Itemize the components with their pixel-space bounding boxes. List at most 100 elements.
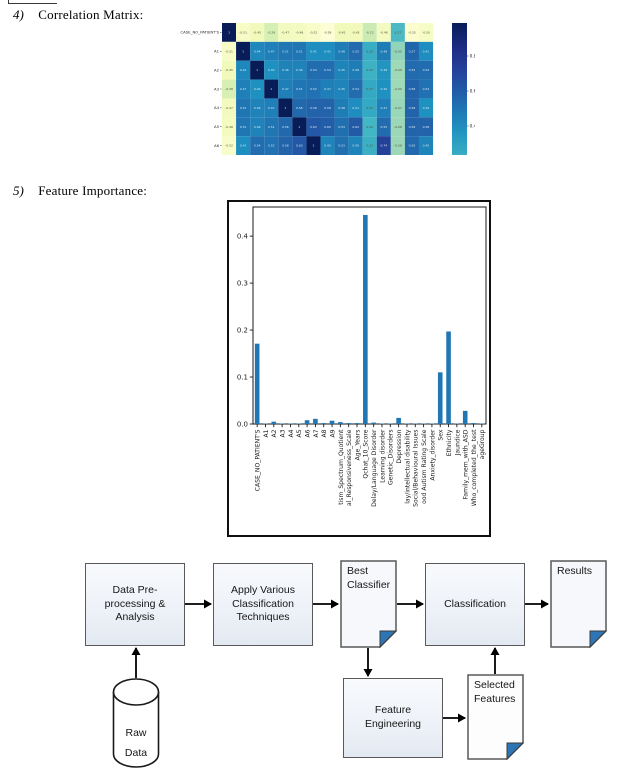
x-tick-label: ageGroup xyxy=(479,429,486,459)
heatmap-cell-value: -0.52 xyxy=(225,144,233,148)
bar xyxy=(363,215,368,424)
section-5-title: Feature Importance: xyxy=(38,183,147,198)
heatmap-cell-value: 0.63 xyxy=(310,125,317,129)
heatmap-cell-value: 0.48 xyxy=(352,68,359,72)
x-tick-label: Qchat_10_Score xyxy=(363,429,370,478)
x-tick-label: Sex xyxy=(438,429,445,441)
heatmap-cell-value: 0.63 xyxy=(296,144,303,148)
heatmap-cell-value: 0.25 xyxy=(366,49,373,53)
heatmap-cell-value: -0.22 xyxy=(366,31,374,35)
cropped-table-corner-fragment xyxy=(8,0,57,4)
heatmap-cell-value: 0.41 xyxy=(423,49,430,53)
heatmap-cell-value: -0.55 xyxy=(408,31,416,35)
x-tick-label: A3 xyxy=(280,429,287,437)
x-tick-label: Age_Years xyxy=(354,430,361,461)
heatmap-cell-value: 0.46 xyxy=(282,68,289,72)
heatmap-cell-value: -0.48 xyxy=(380,31,388,35)
heatmap-cell-value: 0.38 xyxy=(380,68,387,72)
heatmap-cell-value: 0.54 xyxy=(310,68,317,72)
heatmap-cell-value: -0.45 xyxy=(253,31,261,35)
x-tick-label: tism_Spectrum_Quotient xyxy=(338,429,345,505)
x-tick-label: A1 xyxy=(263,429,270,437)
methodology-flowchart: Data Pre-processing & Analysis Apply Var… xyxy=(0,540,620,768)
heatmap-cell-value: 0.44 xyxy=(254,49,261,53)
y-tick-label: 0.4 xyxy=(237,233,249,241)
heatmap-cell-value: -0.58 xyxy=(324,31,332,35)
heatmap-cell-value: 0.51 xyxy=(240,106,247,110)
flow-node-featureeng-label: Feature Engineering xyxy=(347,704,439,731)
heatmap-cell-value: 0.53 xyxy=(338,144,345,148)
x-tick-label: A5 xyxy=(296,429,303,437)
heatmap-cell-value: 0.58 xyxy=(423,125,430,129)
heatmap-cell-value: 0.45 xyxy=(338,68,345,72)
heatmap-cell-value: 0.40 xyxy=(254,87,261,91)
x-tick-label: CASE_NO_PATIENT'S xyxy=(255,429,262,491)
bar xyxy=(321,423,326,424)
bar xyxy=(330,421,335,424)
heatmap-cell-value: 0.51 xyxy=(268,125,275,129)
bar xyxy=(471,423,476,424)
heatmap-cell-value: 0.40 xyxy=(423,106,430,110)
heatmap-cell-value: 0.51 xyxy=(240,125,247,129)
heatmap-cell-value: -0.51 xyxy=(239,31,247,35)
heatmap-cell-value: 0.47 xyxy=(324,87,331,91)
plot-frame xyxy=(253,207,486,424)
heatmap-cell-value: 0.55 xyxy=(352,49,359,53)
heatmap-cell-value: 0.51 xyxy=(282,49,289,53)
heatmap-cell-value: -0.47 xyxy=(281,31,289,35)
colorbar-tick-label: 0.6 xyxy=(470,88,475,93)
bar xyxy=(446,331,451,424)
flow-node-results-label: Results xyxy=(557,565,592,579)
x-tick-label: Family_mem_with_ASD xyxy=(463,429,470,499)
bar xyxy=(346,423,351,424)
heatmap-row-label: A4 xyxy=(214,105,220,110)
heatmap-cell-value: 0.17 xyxy=(395,31,402,35)
heatmap-cell-value: -0.28 xyxy=(267,31,275,35)
section-5-heading: 5) Feature Importance: xyxy=(13,183,147,199)
section-4-heading: 4) Correlation Matrix: xyxy=(13,7,144,23)
heatmap-cell-value: 0.74 xyxy=(380,144,387,148)
heatmap-cell-value: 0.47 xyxy=(380,106,387,110)
x-tick-label: ood Autism Rating Scale xyxy=(421,429,428,504)
heatmap-cell-value: 1 xyxy=(298,125,300,129)
flow-node-best-classifier: Best Classifier xyxy=(340,560,397,648)
heatmap-cell-value: 1 xyxy=(284,106,286,110)
heatmap-cell-value: 0.62 xyxy=(352,125,359,129)
heatmap-cell-value: -0.28 xyxy=(225,87,233,91)
heatmap-cell-value: 0.41 xyxy=(240,144,247,148)
heatmap-cell-value: 0.47 xyxy=(282,87,289,91)
heatmap-cell-value: 0.40 xyxy=(380,87,387,91)
bar xyxy=(371,423,376,424)
x-tick-label: Anxiety_disorder xyxy=(429,429,436,481)
x-tick-label: Depression xyxy=(396,429,403,463)
x-tick-label: Learning disorder xyxy=(379,429,386,483)
heatmap-cell-value: 0.52 xyxy=(423,87,430,91)
heatmap-cell-value: 0.41 xyxy=(352,106,359,110)
heatmap-cell-value: 0.58 xyxy=(324,106,331,110)
section-4-title: Correlation Matrix: xyxy=(38,7,143,22)
heatmap-cell-value: -0.05 xyxy=(394,49,402,53)
bar xyxy=(463,411,468,424)
heatmap-cell-value: 0.54 xyxy=(324,68,331,72)
heatmap-row-label: A1 xyxy=(214,49,220,54)
heatmap-cell-value: 0.48 xyxy=(338,106,345,110)
flow-node-classification-label: Classification xyxy=(444,598,506,612)
heatmap-cell-value: -0.08 xyxy=(394,125,402,129)
flow-node-apply-label: Apply Various Classification Techniques xyxy=(217,584,309,625)
heatmap-cell-value: 0.58 xyxy=(409,125,416,129)
bar xyxy=(272,422,277,424)
flow-node-preprocess: Data Pre-processing & Analysis xyxy=(85,563,185,646)
flow-node-selected-features: Selected Features xyxy=(467,674,524,760)
heatmap-cell-value: -0.48 xyxy=(225,125,233,129)
heatmap-cell-value: 0.23 xyxy=(366,144,373,148)
heatmap-cell-value: -0.07 xyxy=(394,106,402,110)
x-tick-label: A4 xyxy=(288,429,295,437)
heatmap-cell-value: -0.09 xyxy=(394,68,402,72)
x-tick-label: A6 xyxy=(304,429,311,437)
heatmap-cell-value: 0.60 xyxy=(324,125,331,129)
heatmap-cell-value: 0.56 xyxy=(296,106,303,110)
bar xyxy=(313,419,318,424)
flow-node-apply: Apply Various Classification Techniques xyxy=(213,563,313,646)
heatmap-cell-value: -0.52 xyxy=(310,31,318,35)
